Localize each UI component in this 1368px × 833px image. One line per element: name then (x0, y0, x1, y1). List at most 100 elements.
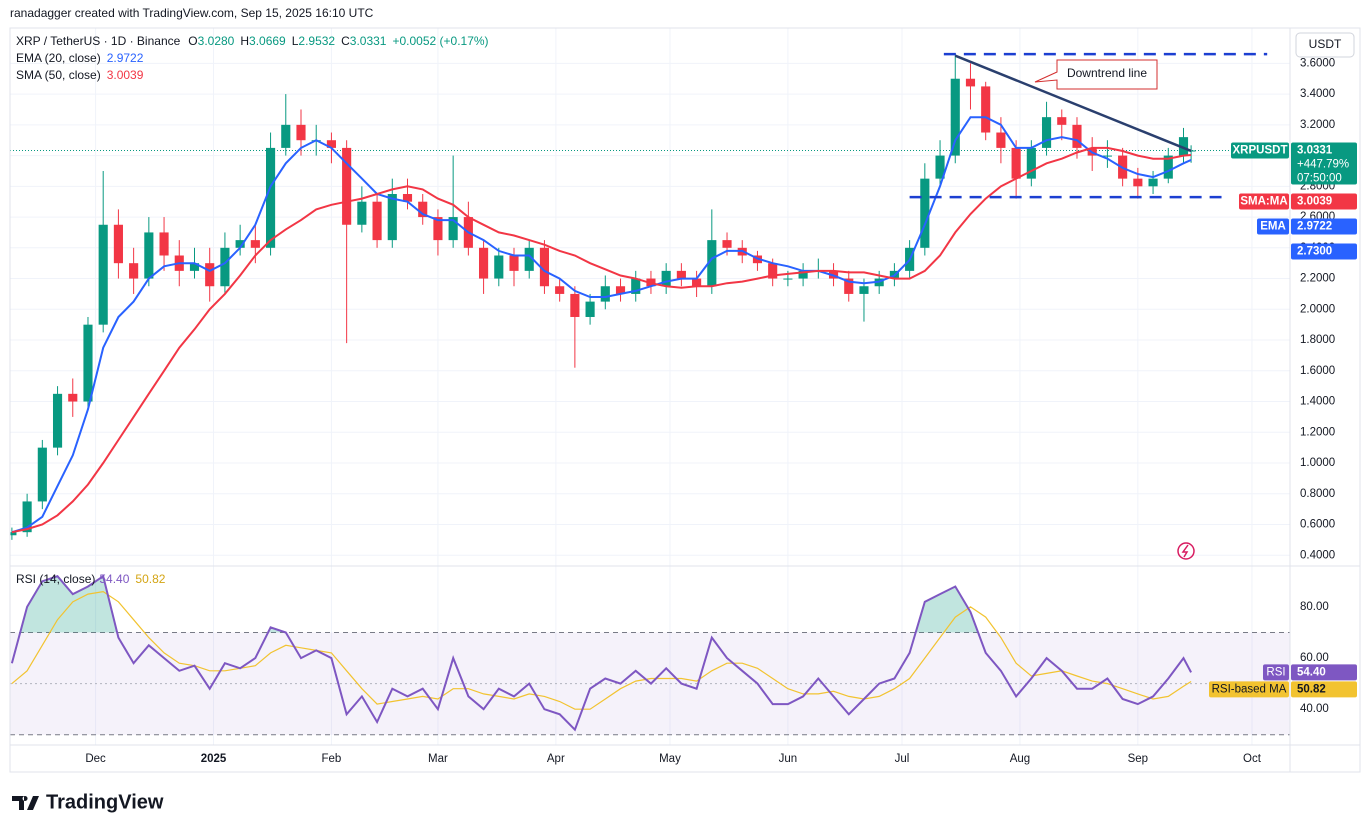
y-tick-label: 3.2000 (1300, 119, 1335, 131)
symbol: XRP / TetherUS · 1D · Binance (16, 34, 181, 48)
candle-body (631, 278, 641, 294)
price-pane (10, 28, 1290, 566)
candle-body (509, 255, 519, 271)
rsi-tag (1291, 664, 1357, 681)
sma-value: 3.0039 (107, 68, 144, 82)
attribution: ranadagger created with TradingView.com,… (10, 6, 374, 20)
ohlc-value: 2.9532 (298, 34, 335, 48)
rsi-pane (10, 566, 1290, 745)
sma-legend: SMA (50, close) 3.0039 (16, 68, 144, 82)
callout (1034, 59, 1158, 90)
candle-body (68, 393, 78, 402)
y-tick-label: 60.00 (1300, 652, 1329, 664)
candle-body (387, 194, 397, 241)
candle-body (1011, 147, 1021, 179)
candle-body (661, 270, 671, 287)
x-tick-label: Sep (1128, 753, 1148, 765)
y-tick-label: 0.4000 (1300, 549, 1335, 561)
candle-body (83, 324, 93, 402)
price-tag-extra: +447.79% (1297, 159, 1349, 171)
logo (12, 796, 39, 810)
replay-icon[interactable] (1177, 542, 1195, 560)
x-tick-label: Jul (895, 753, 910, 765)
y-tick-label: 3.4000 (1300, 88, 1335, 100)
tag-name-box (1231, 142, 1289, 159)
ohlc-label: H (240, 34, 249, 48)
candle-body (1072, 124, 1082, 148)
ohlc-label: O (188, 34, 197, 48)
candle-body (10, 532, 17, 536)
price-tag-value: 2.7300 (1297, 246, 1332, 258)
candle-body (281, 124, 291, 148)
candle-body (266, 147, 276, 248)
ohlc-value: 3.0280 (198, 34, 235, 48)
y-tick-label: 1.8000 (1300, 334, 1335, 346)
rsi-line (10, 574, 1192, 732)
candle-body (859, 286, 869, 294)
change: +0.0052 (+0.17%) (392, 34, 488, 48)
candle-body (479, 247, 489, 279)
candle-body (1133, 178, 1143, 187)
currency: USDT (1309, 37, 1342, 51)
y-tick-label: 2.0000 (1300, 303, 1335, 315)
rsi-tag-value: 50.82 (1297, 683, 1326, 695)
candle-body (342, 147, 352, 225)
ema-name: EMA (20, close) (16, 51, 101, 65)
candle-body (768, 263, 778, 279)
rsi-ma-line (11, 590, 1192, 710)
tag-name: EMA (1260, 221, 1286, 233)
y-tick-label: 80.00 (1300, 601, 1329, 613)
candle-body (570, 293, 580, 317)
price-tag (1291, 142, 1357, 185)
moving-average (11, 146, 1192, 534)
moving-average (11, 116, 1192, 534)
price-tag-value: 3.0039 (1297, 196, 1332, 208)
candle-body (220, 247, 230, 287)
currency-button[interactable] (1295, 32, 1355, 58)
candle-body (950, 78, 960, 156)
tag-name: XRPUSDT (1233, 145, 1288, 157)
ema-value: 2.9722 (107, 51, 144, 65)
ohlc-label: L (292, 34, 299, 48)
frame (9, 27, 1361, 773)
y-tick-label: 1.2000 (1300, 426, 1335, 438)
sma-name: SMA (50, close) (16, 68, 101, 82)
candle-body (798, 270, 808, 279)
candle-body (52, 393, 63, 448)
x-tick-label: 2025 (201, 753, 227, 765)
y-tick-label: 3.6000 (1300, 57, 1335, 69)
x-tick-label: May (659, 753, 681, 765)
candle-body (844, 278, 854, 294)
price-tag (1291, 218, 1357, 235)
price-tag-extra: 07:50:00 (1297, 173, 1342, 185)
ohlc-value: 3.0669 (249, 34, 286, 48)
y-tick-label: 2.2000 (1300, 273, 1335, 285)
annotation-text: Downtrend line (1067, 66, 1147, 80)
rsi-title: RSI (14, close) (16, 572, 95, 586)
candle-body (296, 124, 306, 141)
candle-body (418, 201, 428, 218)
candle-body (1102, 155, 1112, 157)
tag-name-box (1239, 193, 1289, 210)
rsi-tag-name-box (1209, 681, 1289, 698)
candle-body (129, 263, 139, 279)
candle-body (98, 224, 108, 325)
candle-body (144, 232, 154, 279)
candle-body (357, 201, 367, 225)
candle-body (935, 155, 945, 179)
plot (10, 28, 1290, 745)
candle-body (326, 140, 336, 148)
brand: TradingView (12, 791, 164, 813)
y-tick-label: 1.6000 (1300, 365, 1335, 377)
candle-body (539, 247, 550, 287)
x-tick-label: Apr (547, 753, 565, 765)
candle-body (676, 270, 686, 279)
tag-name: SMA:MA (1240, 196, 1287, 208)
candle-body (615, 286, 626, 294)
candle-body (1026, 147, 1036, 179)
candle-body (37, 447, 47, 502)
axis-labels: Dec 2025 Feb Mar Apr May Jun Jul Aug Sep Oct 0.4000… (85, 57, 1357, 765)
candle-body (920, 178, 930, 248)
candle-body (600, 286, 610, 302)
